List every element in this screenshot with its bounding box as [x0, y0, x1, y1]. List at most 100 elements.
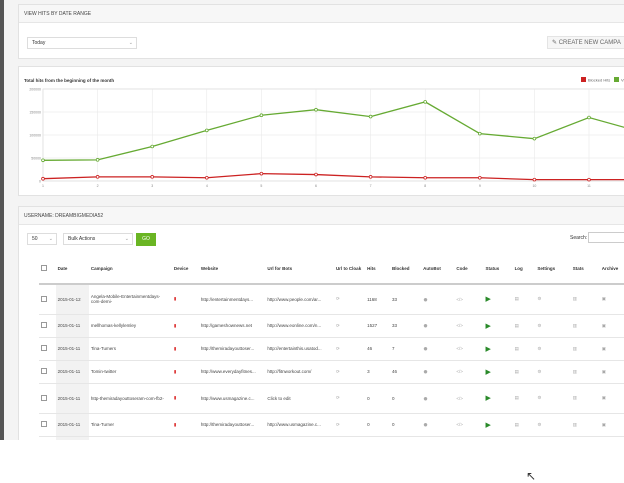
- row-checkbox[interactable]: [41, 345, 47, 351]
- bots-url-cell[interactable]: http://entertainthis.usatod...: [265, 337, 334, 361]
- log-icon[interactable]: ▤: [512, 284, 536, 315]
- archive-icon[interactable]: ▣: [599, 314, 624, 338]
- stats-icon[interactable]: ▥: [570, 284, 600, 315]
- search-input[interactable]: [588, 232, 624, 243]
- go-button[interactable]: GO: [136, 233, 156, 246]
- play-icon[interactable]: ▶: [483, 314, 513, 338]
- cloak-refresh-icon[interactable]: ⟳: [333, 383, 366, 414]
- stats-icon[interactable]: ▥: [570, 436, 600, 440]
- column-header[interactable]: [39, 254, 56, 285]
- code-icon[interactable]: </>: [454, 383, 484, 414]
- android-icon[interactable]: ●: [421, 383, 455, 414]
- column-header[interactable]: Website: [198, 254, 266, 285]
- play-icon[interactable]: ▶: [483, 360, 513, 384]
- column-header[interactable]: Date: [55, 254, 89, 285]
- row-checkbox[interactable]: [41, 394, 47, 401]
- android-icon[interactable]: ●: [421, 337, 455, 361]
- column-header[interactable]: Campaign: [88, 254, 172, 285]
- bots-url-cell[interactable]: Click to edit: [265, 383, 334, 414]
- gear-icon[interactable]: ⚙: [535, 360, 571, 384]
- play-icon[interactable]: ▶: [483, 413, 513, 437]
- campaign-cell[interactable]: Tina-Tumers: [88, 337, 172, 361]
- campaign-cell[interactable]: Tina-Turner: [88, 413, 172, 437]
- gear-icon[interactable]: ⚙: [535, 337, 571, 361]
- stats-icon[interactable]: ▥: [570, 413, 600, 437]
- campaign-cell[interactable]: Angela-Mobile-Entertainmentdays-com-demi…: [88, 284, 172, 315]
- row-checkbox[interactable]: [41, 295, 47, 302]
- website-cell[interactable]: http://entertainmentdays...: [198, 284, 266, 315]
- column-header[interactable]: Stats: [570, 254, 600, 285]
- website-cell[interactable]: http://themiradayouttoser...: [198, 337, 266, 361]
- campaign-cell[interactable]: http-themiradayouttoseram-com-fb2-: [88, 383, 172, 414]
- bulk-actions-select[interactable]: Bulk Actions ⌄: [63, 233, 133, 245]
- log-icon[interactable]: ▤: [512, 337, 536, 361]
- archive-icon[interactable]: ▣: [599, 337, 624, 361]
- website-cell[interactable]: http://onlinegossipchane...: [198, 436, 266, 440]
- archive-icon[interactable]: ▣: [599, 284, 624, 315]
- row-checkbox[interactable]: [41, 322, 47, 328]
- code-icon[interactable]: </>: [454, 360, 484, 384]
- gear-icon[interactable]: ⚙: [535, 413, 571, 437]
- log-icon[interactable]: ▤: [512, 436, 536, 440]
- play-icon[interactable]: ▶: [483, 337, 513, 361]
- cloak-refresh-icon[interactable]: ⟳: [333, 413, 366, 437]
- stats-icon[interactable]: ▥: [570, 314, 600, 338]
- bots-url-cell[interactable]: http://www.eonline.com/n...: [265, 314, 334, 338]
- gear-icon[interactable]: ⚙: [535, 284, 571, 315]
- android-icon[interactable]: ●: [421, 314, 455, 338]
- code-icon[interactable]: </>: [454, 413, 484, 437]
- column-header[interactable]: Status: [483, 254, 513, 285]
- create-campaign-button[interactable]: ✎ CREATE NEW CAMPA: [547, 36, 624, 49]
- cloak-refresh-icon[interactable]: ⟳: [333, 337, 366, 361]
- play-icon[interactable]: ▶: [483, 383, 513, 414]
- archive-icon[interactable]: ▣: [599, 383, 624, 414]
- android-icon[interactable]: ●: [421, 436, 455, 440]
- code-icon[interactable]: </>: [454, 284, 484, 315]
- website-cell[interactable]: http://www.usmagazine.c...: [198, 383, 266, 414]
- bots-url-cell[interactable]: http://www.goodhousekee...: [265, 436, 334, 440]
- log-icon[interactable]: ▤: [512, 314, 536, 338]
- archive-icon[interactable]: ▣: [599, 413, 624, 437]
- column-header[interactable]: Device: [171, 254, 199, 285]
- android-icon[interactable]: ●: [421, 413, 455, 437]
- code-icon[interactable]: </>: [454, 314, 484, 338]
- log-icon[interactable]: ▤: [512, 360, 536, 384]
- cloak-refresh-icon[interactable]: ⟳: [333, 436, 366, 440]
- campaign-cell[interactable]: Tomin-twitter: [88, 360, 172, 384]
- column-header[interactable]: Blocked: [390, 254, 422, 285]
- code-icon[interactable]: </>: [454, 436, 484, 440]
- website-cell[interactable]: http://gameshownews.net: [198, 314, 266, 338]
- archive-icon[interactable]: ▣: [599, 360, 624, 384]
- page-size-select[interactable]: 50 ⌄: [27, 233, 57, 245]
- gear-icon[interactable]: ⚙: [535, 314, 571, 338]
- date-range-select[interactable]: Today ⌄: [27, 37, 137, 49]
- column-header[interactable]: Hits: [365, 254, 391, 285]
- stats-icon[interactable]: ▥: [570, 383, 600, 414]
- select-all-checkbox[interactable]: [41, 265, 47, 271]
- cloak-refresh-icon[interactable]: ⟳: [333, 284, 366, 315]
- cloak-refresh-icon[interactable]: ⟳: [333, 314, 366, 338]
- bots-url-cell[interactable]: http://www.usmagazine.c...: [265, 413, 334, 437]
- android-icon[interactable]: ●: [421, 360, 455, 384]
- website-cell[interactable]: http://themiradayouttoser...: [198, 413, 266, 437]
- column-header[interactable]: Settings: [535, 254, 571, 285]
- stats-icon[interactable]: ▥: [570, 360, 600, 384]
- stats-icon[interactable]: ▥: [570, 337, 600, 361]
- log-icon[interactable]: ▤: [512, 413, 536, 437]
- code-icon[interactable]: </>: [454, 337, 484, 361]
- website-cell[interactable]: http://www.everydayfitnes...: [198, 360, 266, 384]
- log-icon[interactable]: ▤: [512, 383, 536, 414]
- column-header[interactable]: Url for Bots: [265, 254, 334, 285]
- campaign-cell[interactable]: mellhomas-kellylemley: [88, 314, 172, 338]
- column-header[interactable]: Archive: [599, 254, 624, 285]
- campaign-cell[interactable]: meg-donald-kamille: [88, 436, 172, 440]
- bots-url-cell[interactable]: http://fitnworkout.com/: [265, 360, 334, 384]
- play-icon[interactable]: ▶: [483, 284, 513, 315]
- row-checkbox[interactable]: [41, 368, 47, 374]
- cloak-refresh-icon[interactable]: ⟳: [333, 360, 366, 384]
- column-header[interactable]: Code: [454, 254, 484, 285]
- column-header[interactable]: AutoBot: [421, 254, 455, 285]
- gear-icon[interactable]: ⚙: [535, 436, 571, 440]
- android-icon[interactable]: ●: [421, 284, 455, 315]
- column-header[interactable]: Url to Cloak: [333, 254, 366, 285]
